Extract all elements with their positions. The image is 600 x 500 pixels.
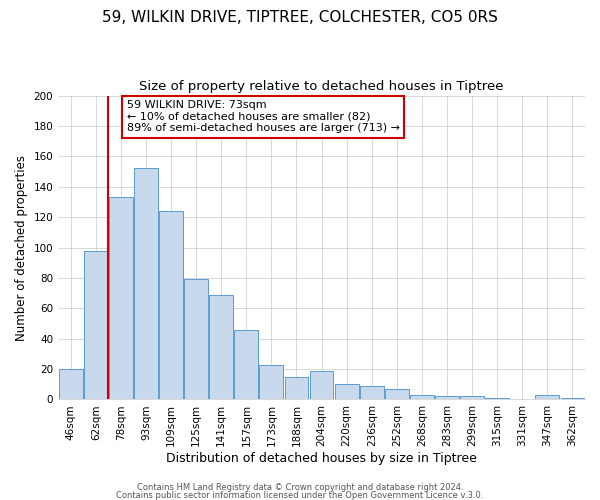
Bar xyxy=(235,330,258,400)
Bar xyxy=(159,211,183,400)
Bar xyxy=(460,396,484,400)
Text: Contains public sector information licensed under the Open Government Licence v.: Contains public sector information licen… xyxy=(116,490,484,500)
Bar xyxy=(410,395,434,400)
Text: Contains HM Land Registry data © Crown copyright and database right 2024.: Contains HM Land Registry data © Crown c… xyxy=(137,484,463,492)
Bar xyxy=(560,398,584,400)
Title: Size of property relative to detached houses in Tiptree: Size of property relative to detached ho… xyxy=(139,80,504,93)
Text: 59, WILKIN DRIVE, TIPTREE, COLCHESTER, CO5 0RS: 59, WILKIN DRIVE, TIPTREE, COLCHESTER, C… xyxy=(102,10,498,25)
Text: 59 WILKIN DRIVE: 73sqm
← 10% of detached houses are smaller (82)
89% of semi-det: 59 WILKIN DRIVE: 73sqm ← 10% of detached… xyxy=(127,100,400,134)
Bar xyxy=(84,250,108,400)
Bar xyxy=(485,398,509,400)
Bar xyxy=(360,386,383,400)
Y-axis label: Number of detached properties: Number of detached properties xyxy=(15,154,28,340)
Bar xyxy=(134,168,158,400)
Bar xyxy=(435,396,459,400)
Bar xyxy=(310,370,334,400)
X-axis label: Distribution of detached houses by size in Tiptree: Distribution of detached houses by size … xyxy=(166,452,477,465)
Bar xyxy=(109,198,133,400)
Bar xyxy=(59,369,83,400)
Bar xyxy=(209,294,233,400)
Bar xyxy=(284,376,308,400)
Bar xyxy=(259,364,283,400)
Bar xyxy=(535,395,559,400)
Bar xyxy=(335,384,359,400)
Bar xyxy=(385,389,409,400)
Bar xyxy=(184,280,208,400)
